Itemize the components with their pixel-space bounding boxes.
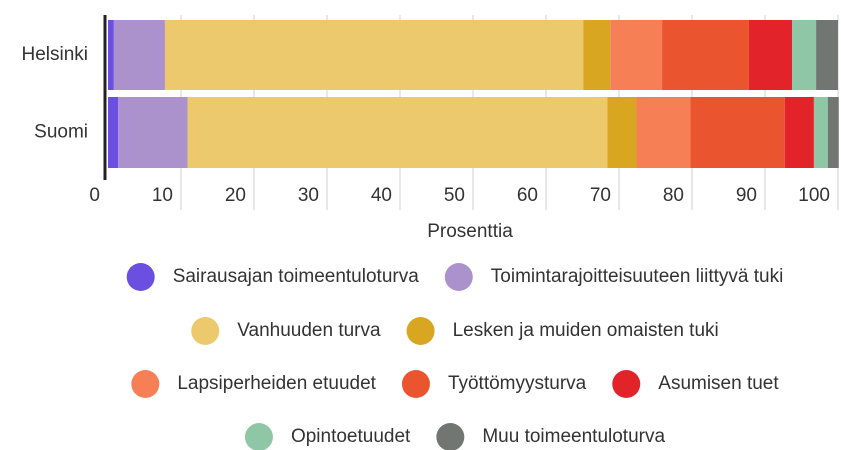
legend-label: Sairausajan toimeentuloturva bbox=[173, 266, 420, 287]
bar-segment bbox=[748, 20, 793, 90]
legend-swatch bbox=[244, 423, 273, 450]
bar-segment bbox=[108, 97, 119, 168]
bar-segment bbox=[118, 97, 188, 168]
x-tick-label: 70 bbox=[590, 185, 611, 206]
x-tick-label: 20 bbox=[225, 185, 246, 206]
x-tick-label: 10 bbox=[152, 185, 173, 206]
bar-segment bbox=[113, 20, 165, 90]
bar-segment bbox=[583, 20, 611, 90]
y-tick-label: Suomi bbox=[34, 122, 88, 143]
bar-segment bbox=[690, 97, 785, 168]
legend-swatch bbox=[126, 263, 155, 291]
legend-label: Muu toimeentuloturva bbox=[482, 426, 665, 447]
legend-swatch bbox=[444, 263, 473, 291]
x-tick-label: 90 bbox=[736, 185, 757, 206]
x-tick-label: 0 bbox=[89, 185, 100, 206]
legend-label: Työttömyysturva bbox=[448, 373, 587, 394]
x-tick-label: 50 bbox=[444, 185, 465, 206]
legend-label: Asumisen tuet bbox=[658, 373, 779, 394]
bar-segment bbox=[610, 20, 663, 90]
x-tick-label: 40 bbox=[371, 185, 392, 206]
bar-segment bbox=[187, 97, 608, 168]
x-tick-label: 60 bbox=[517, 185, 538, 206]
bar-segment bbox=[813, 97, 828, 168]
bar-segment bbox=[607, 97, 637, 168]
legend-swatch bbox=[191, 317, 220, 345]
legend-swatch bbox=[436, 423, 465, 450]
bar-segment bbox=[164, 20, 584, 90]
legend-swatch bbox=[131, 370, 160, 398]
bar-segment bbox=[827, 97, 839, 168]
bar-segment bbox=[636, 97, 691, 168]
bar-segment bbox=[792, 20, 817, 90]
legend-label: Toimintarajoitteisuuteen liittyvä tuki bbox=[491, 266, 784, 287]
legend-label: Lesken ja muiden omaisten tuki bbox=[453, 320, 719, 341]
legend-label: Lapsiperheiden etuudet bbox=[177, 373, 376, 394]
x-axis-title: Prosenttia bbox=[427, 221, 513, 242]
legend-swatch bbox=[401, 370, 430, 398]
x-tick-label: 30 bbox=[298, 185, 319, 206]
legend-label: Vanhuuden turva bbox=[237, 320, 381, 341]
bar-segment bbox=[108, 20, 114, 90]
bar-segment bbox=[784, 97, 814, 168]
y-tick-label: Helsinki bbox=[21, 44, 88, 65]
legend-label: Opintoetuudet bbox=[291, 426, 411, 447]
bar-segment bbox=[662, 20, 749, 90]
bar-segment bbox=[816, 20, 838, 90]
legend-swatch bbox=[406, 317, 435, 345]
legend-swatch bbox=[612, 370, 641, 398]
x-tick-label: 80 bbox=[663, 185, 684, 206]
x-tick-label: 100 bbox=[798, 185, 830, 206]
